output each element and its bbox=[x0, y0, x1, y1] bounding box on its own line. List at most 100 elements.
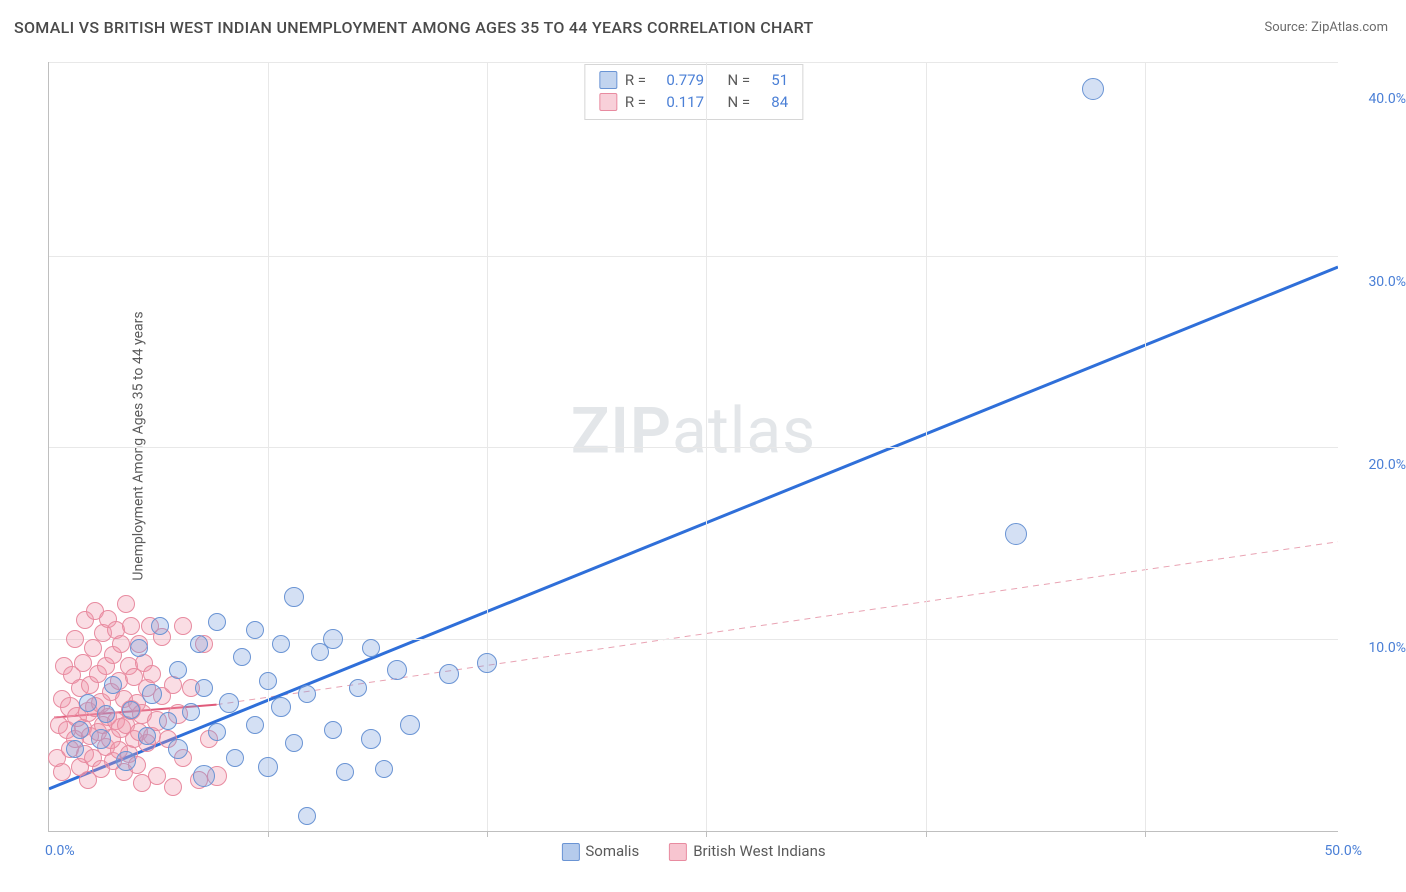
data-point[interactable] bbox=[190, 635, 208, 653]
data-point[interactable] bbox=[130, 639, 148, 657]
data-point[interactable] bbox=[1082, 78, 1104, 100]
data-point[interactable] bbox=[284, 587, 304, 607]
gridline-v bbox=[1145, 62, 1146, 831]
data-point[interactable] bbox=[104, 676, 122, 694]
legend-swatch-blue bbox=[599, 71, 617, 89]
gridline-v bbox=[268, 62, 269, 831]
legend-item-somalis: Somalis bbox=[561, 842, 639, 861]
n-value-somalis: 51 bbox=[758, 69, 788, 91]
data-point[interactable] bbox=[298, 685, 316, 703]
legend-swatch-blue-2 bbox=[561, 843, 579, 861]
watermark-zip: ZIP bbox=[571, 394, 672, 469]
data-point[interactable] bbox=[477, 653, 497, 673]
data-point[interactable] bbox=[168, 739, 188, 759]
data-point[interactable] bbox=[159, 712, 177, 730]
data-point[interactable] bbox=[219, 693, 239, 713]
x-tick-origin: 0.0% bbox=[45, 843, 75, 859]
y-tick-label: 40.0% bbox=[1368, 91, 1406, 107]
data-point[interactable] bbox=[375, 760, 393, 778]
data-point[interactable] bbox=[246, 716, 264, 734]
data-point[interactable] bbox=[53, 763, 71, 781]
gridline-v bbox=[706, 62, 707, 831]
source-attribution: Source: ZipAtlas.com bbox=[1264, 20, 1388, 35]
data-point[interactable] bbox=[324, 721, 342, 739]
source-prefix: Source: bbox=[1264, 20, 1311, 35]
y-tick-label: 20.0% bbox=[1368, 457, 1406, 473]
y-tick-label: 30.0% bbox=[1368, 274, 1406, 290]
data-point[interactable] bbox=[1005, 523, 1027, 545]
chart-container: SOMALI VS BRITISH WEST INDIAN UNEMPLOYME… bbox=[0, 0, 1406, 892]
data-point[interactable] bbox=[122, 617, 140, 635]
data-point[interactable] bbox=[71, 721, 89, 739]
data-point[interactable] bbox=[298, 807, 316, 825]
x-tick-mark bbox=[706, 831, 707, 837]
x-tick-mark bbox=[926, 831, 927, 837]
n-label: N = bbox=[728, 69, 751, 91]
data-point[interactable] bbox=[117, 595, 135, 613]
x-tick-mark bbox=[487, 831, 488, 837]
data-point[interactable] bbox=[138, 727, 156, 745]
data-point[interactable] bbox=[208, 723, 226, 741]
data-point[interactable] bbox=[112, 635, 130, 653]
x-tick-mark bbox=[268, 831, 269, 837]
data-point[interactable] bbox=[182, 703, 200, 721]
n-label-2: N = bbox=[728, 91, 751, 113]
data-point[interactable] bbox=[122, 701, 140, 719]
data-point[interactable] bbox=[169, 661, 187, 679]
data-point[interactable] bbox=[208, 613, 226, 631]
watermark: ZIPatlas bbox=[571, 394, 816, 469]
r-value-somalis: 0.779 bbox=[654, 69, 704, 91]
source-link[interactable]: ZipAtlas.com bbox=[1311, 20, 1388, 35]
x-tick-mark bbox=[1145, 831, 1146, 837]
data-point[interactable] bbox=[91, 729, 111, 749]
legend-label-bwi: British West Indians bbox=[693, 842, 825, 860]
legend-item-bwi: British West Indians bbox=[669, 842, 825, 861]
legend-series: Somalis British West Indians bbox=[561, 842, 825, 861]
data-point[interactable] bbox=[387, 660, 407, 680]
plot-area: ZIPatlas R = 0.779 N = 51 R = 0.117 N = … bbox=[48, 62, 1338, 832]
x-tick-end: 50.0% bbox=[1324, 843, 1362, 859]
data-point[interactable] bbox=[174, 617, 192, 635]
data-point[interactable] bbox=[151, 617, 169, 635]
data-point[interactable] bbox=[323, 629, 343, 649]
data-point[interactable] bbox=[258, 757, 278, 777]
data-point[interactable] bbox=[226, 749, 244, 767]
data-point[interactable] bbox=[439, 664, 459, 684]
n-value-bwi: 84 bbox=[758, 91, 788, 113]
r-label-2: R = bbox=[625, 91, 646, 113]
legend-row-bwi: R = 0.117 N = 84 bbox=[599, 91, 788, 113]
watermark-atlas: atlas bbox=[672, 394, 816, 469]
data-point[interactable] bbox=[233, 648, 251, 666]
data-point[interactable] bbox=[285, 734, 303, 752]
gridline-v bbox=[926, 62, 927, 831]
legend-swatch-pink-2 bbox=[669, 843, 687, 861]
data-point[interactable] bbox=[143, 665, 161, 683]
data-point[interactable] bbox=[400, 715, 420, 735]
data-point[interactable] bbox=[66, 630, 84, 648]
data-point[interactable] bbox=[193, 765, 215, 787]
data-point[interactable] bbox=[116, 751, 136, 771]
r-value-bwi: 0.117 bbox=[654, 91, 704, 113]
chart-title: SOMALI VS BRITISH WEST INDIAN UNEMPLOYME… bbox=[14, 18, 814, 37]
data-point[interactable] bbox=[362, 639, 380, 657]
data-point[interactable] bbox=[66, 740, 84, 758]
data-point[interactable] bbox=[164, 778, 182, 796]
y-tick-label: 10.0% bbox=[1368, 640, 1406, 656]
r-label: R = bbox=[625, 69, 646, 91]
data-point[interactable] bbox=[271, 697, 291, 717]
data-point[interactable] bbox=[259, 672, 277, 690]
data-point[interactable] bbox=[97, 705, 115, 723]
data-point[interactable] bbox=[79, 694, 97, 712]
gridline-v bbox=[487, 62, 488, 831]
data-point[interactable] bbox=[361, 729, 381, 749]
data-point[interactable] bbox=[246, 621, 264, 639]
legend-correlation: R = 0.779 N = 51 R = 0.117 N = 84 bbox=[584, 64, 803, 120]
data-point[interactable] bbox=[336, 763, 354, 781]
legend-swatch-pink bbox=[599, 93, 617, 111]
legend-label-somalis: Somalis bbox=[585, 842, 639, 860]
legend-row-somalis: R = 0.779 N = 51 bbox=[599, 69, 788, 91]
data-point[interactable] bbox=[142, 684, 162, 704]
data-point[interactable] bbox=[272, 635, 290, 653]
data-point[interactable] bbox=[195, 679, 213, 697]
data-point[interactable] bbox=[349, 679, 367, 697]
